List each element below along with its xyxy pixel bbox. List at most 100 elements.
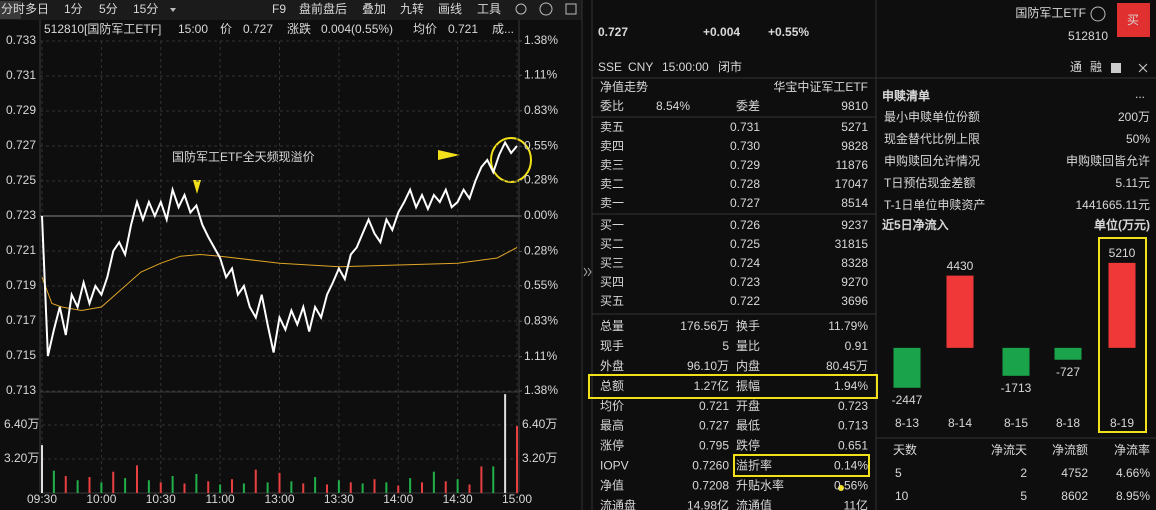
volume-bar [492, 466, 495, 493]
volume-bar [385, 482, 388, 493]
nav-trend[interactable]: 净值走势 [600, 79, 648, 94]
quote-header-change-label: 涨跌 [287, 21, 311, 36]
price-line [41, 247, 518, 312]
level-price: 0.731 [730, 120, 760, 134]
flow-bar [1002, 347, 1030, 376]
stat-value: 96.10万 [687, 359, 729, 373]
creation-label: 最小申赎单位份额 [884, 109, 980, 124]
window-icon[interactable] [565, 3, 577, 15]
quote-header-price-label: 价 [220, 22, 232, 36]
creation-value: 200万 [1118, 110, 1150, 124]
level-price: 0.725 [730, 237, 760, 251]
volume-bar [76, 480, 79, 493]
close-icon[interactable] [1138, 63, 1148, 73]
stat-value: 0.651 [838, 439, 868, 453]
volume-bar [432, 471, 435, 493]
level-volume: 9270 [841, 275, 868, 289]
y2-tick-label: 0.55% [524, 138, 558, 152]
level-label: 买一 [600, 218, 624, 232]
x-tick-label: 15:00 [502, 492, 532, 506]
flow-category: 8-14 [948, 416, 972, 430]
tool[interactable]: 叠加 [362, 2, 386, 16]
stat-label: 最低 [736, 419, 760, 433]
meta: 15:00:00 [662, 60, 709, 74]
volume-bar [64, 475, 67, 493]
tool[interactable]: 盘前盘后 [299, 1, 347, 16]
volume-bar [349, 482, 352, 493]
level-price: 0.728 [730, 177, 760, 191]
level-volume: 9237 [841, 218, 868, 232]
highlight-box [1098, 237, 1147, 433]
meta: 闭市 [718, 59, 742, 74]
y2-tick-label: 0.28% [524, 173, 558, 187]
tool[interactable]: 九转 [400, 1, 424, 16]
buy-button[interactable] [1117, 3, 1150, 37]
volume-bar [171, 475, 174, 493]
stat-value: 176.56万 [680, 319, 729, 333]
stat-label: 流通盘 [600, 497, 636, 510]
level-label: 卖五 [600, 120, 624, 134]
flow-table-cell: 2 [1020, 466, 1027, 480]
creation-more[interactable]: ... [1135, 87, 1145, 101]
buy-label[interactable]: 买 [1127, 13, 1139, 27]
level-price: 0.724 [730, 256, 760, 270]
dropdown-icon[interactable] [170, 8, 176, 12]
expand-icon[interactable] [583, 267, 592, 277]
stat-label: 外盘 [600, 358, 624, 373]
level-label: 买三 [600, 256, 624, 270]
volume-bar [242, 483, 245, 493]
volume-bar [52, 470, 55, 493]
highlight-box [733, 454, 870, 477]
creation-value: 1441665.11元 [1075, 198, 1150, 212]
volume-bar [183, 483, 186, 493]
flow-table-header: 天数 [893, 442, 917, 457]
quote-header-avg-label: 均价 [413, 22, 437, 36]
stat-label: 量比 [736, 339, 760, 353]
stat-value: 14.98亿 [687, 497, 729, 510]
y-tick-label: 0.731 [6, 68, 36, 82]
tab[interactable]: 15分 [133, 2, 158, 16]
tool[interactable]: 画线 [438, 2, 462, 16]
flow-unit: 单位(万元) [1094, 217, 1150, 232]
creation-title: 申赎清单 [882, 88, 930, 103]
tab[interactable]: 多日 [25, 2, 49, 16]
y2-tick-label: 1.11% [524, 349, 557, 363]
stat-value: 0.14% [834, 458, 868, 472]
info-icon[interactable] [1090, 6, 1106, 22]
panel-icon[interactable] [1111, 63, 1121, 73]
flow-table-cell: 8.95% [1116, 489, 1150, 503]
diff: 9810 [841, 99, 868, 113]
creation-value: 5.11元 [1116, 176, 1150, 190]
volume-bar [207, 481, 210, 493]
creation-label: T日预估现金差额 [884, 175, 975, 190]
flow-value-label: 4430 [947, 259, 974, 273]
x-tick-label: 14:30 [443, 492, 473, 506]
collapse-icon[interactable] [539, 2, 553, 16]
volume-bar [88, 477, 91, 493]
tool[interactable]: F9 [272, 2, 286, 16]
volume-bar [314, 477, 317, 493]
stat-value: 11.79% [828, 319, 868, 333]
stat-value: 0.7260 [692, 458, 729, 472]
flow-table-cell: 5 [1020, 489, 1027, 503]
tab[interactable]: 5分 [99, 2, 118, 16]
quote-header-change: 0.004(0.55%) [321, 22, 393, 36]
volume-tick-label: 6.40万 [522, 417, 557, 431]
stat-label: 开盘 [736, 398, 760, 413]
tab[interactable]: 1分 [64, 2, 83, 16]
tool[interactable]: 工具 [477, 2, 501, 16]
level-label: 买四 [600, 275, 624, 289]
level-price: 0.730 [730, 139, 760, 153]
level-price: 0.727 [730, 196, 760, 210]
level-price: 0.729 [730, 158, 760, 172]
settings-icon[interactable] [515, 3, 527, 15]
stat-value: 0.721 [699, 399, 729, 413]
volume-bar [409, 478, 412, 493]
volume-bar [254, 469, 257, 493]
tab[interactable]: 分时 [1, 2, 25, 16]
y2-tick-label: 1.38% [524, 33, 558, 47]
y2-tick-label: 0.83% [524, 103, 558, 117]
stat-label: 总额 [600, 379, 624, 393]
highlight-box [588, 374, 878, 399]
y2-tick-label: 0.55% [524, 278, 558, 292]
